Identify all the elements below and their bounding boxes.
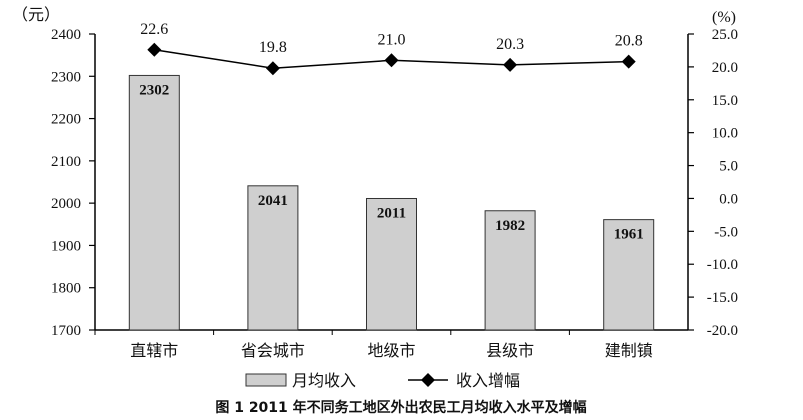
left-tick-label: 1900: [51, 238, 81, 254]
right-tick-label: 10.0: [712, 126, 738, 142]
line-value-label: 20.3: [496, 36, 524, 53]
bar-value-label: 1961: [614, 227, 644, 243]
bar: [484, 210, 536, 331]
line-point: [265, 61, 280, 76]
right-tick-label: -15.0: [707, 290, 738, 306]
left-tick-label: 2400: [51, 27, 81, 43]
category-label: 地级市: [367, 341, 415, 360]
line-point: [147, 42, 162, 57]
line-value-label: 21.0: [378, 31, 406, 48]
left-tick-label: 1800: [51, 281, 81, 297]
category-label: 省会城市: [241, 341, 305, 360]
left-tick-label: 2100: [51, 154, 81, 170]
line-point: [384, 53, 399, 68]
category-label: 直辖市: [130, 341, 178, 360]
line-point: [503, 57, 518, 72]
right-axis-unit: (%): [712, 9, 736, 26]
left-tick-label: 2200: [51, 112, 81, 128]
bar: [366, 197, 417, 331]
legend-line-label: 收入增幅: [456, 371, 520, 390]
left-tick-label: 1700: [51, 323, 81, 339]
bar: [247, 185, 299, 331]
right-tick-label: 5.0: [719, 159, 738, 175]
bar-value-label: 2011: [377, 205, 406, 221]
legend-bar-label: 月均收入: [292, 371, 356, 390]
bar-value-label: 2302: [139, 82, 169, 98]
right-tick-label: -10.0: [707, 257, 738, 273]
category-label: 建制镇: [605, 341, 653, 360]
line-value-label: 22.6: [140, 21, 168, 38]
right-tick-label: 15.0: [712, 93, 738, 109]
bar: [128, 74, 180, 331]
right-tick-label: 20.0: [712, 60, 738, 76]
bar: [603, 219, 655, 331]
line-point: [621, 54, 636, 69]
right-tick-label: 0.0: [719, 191, 738, 207]
chart-caption: 图 1 2011 年不同务工地区外出农民工月均收入水平及增幅: [215, 399, 586, 416]
legend: 月均收入 收入增幅: [245, 371, 520, 390]
line-value-label: 20.8: [615, 33, 643, 50]
legend-diamond-icon: [421, 373, 435, 387]
line-value-label: 19.8: [259, 39, 287, 56]
bar-value-label: 1982: [495, 218, 525, 234]
category-label: 县级市: [486, 341, 534, 360]
left-tick-label: 2000: [51, 196, 81, 212]
left-axis-unit: （元）: [12, 6, 60, 24]
right-tick-label: 25.0: [712, 27, 738, 43]
right-tick-label: -20.0: [707, 323, 738, 339]
left-tick-label: 2300: [51, 69, 81, 85]
legend-bar-swatch: [245, 373, 287, 387]
right-tick-label: -5.0: [714, 224, 738, 240]
bar-value-label: 2041: [258, 193, 288, 209]
